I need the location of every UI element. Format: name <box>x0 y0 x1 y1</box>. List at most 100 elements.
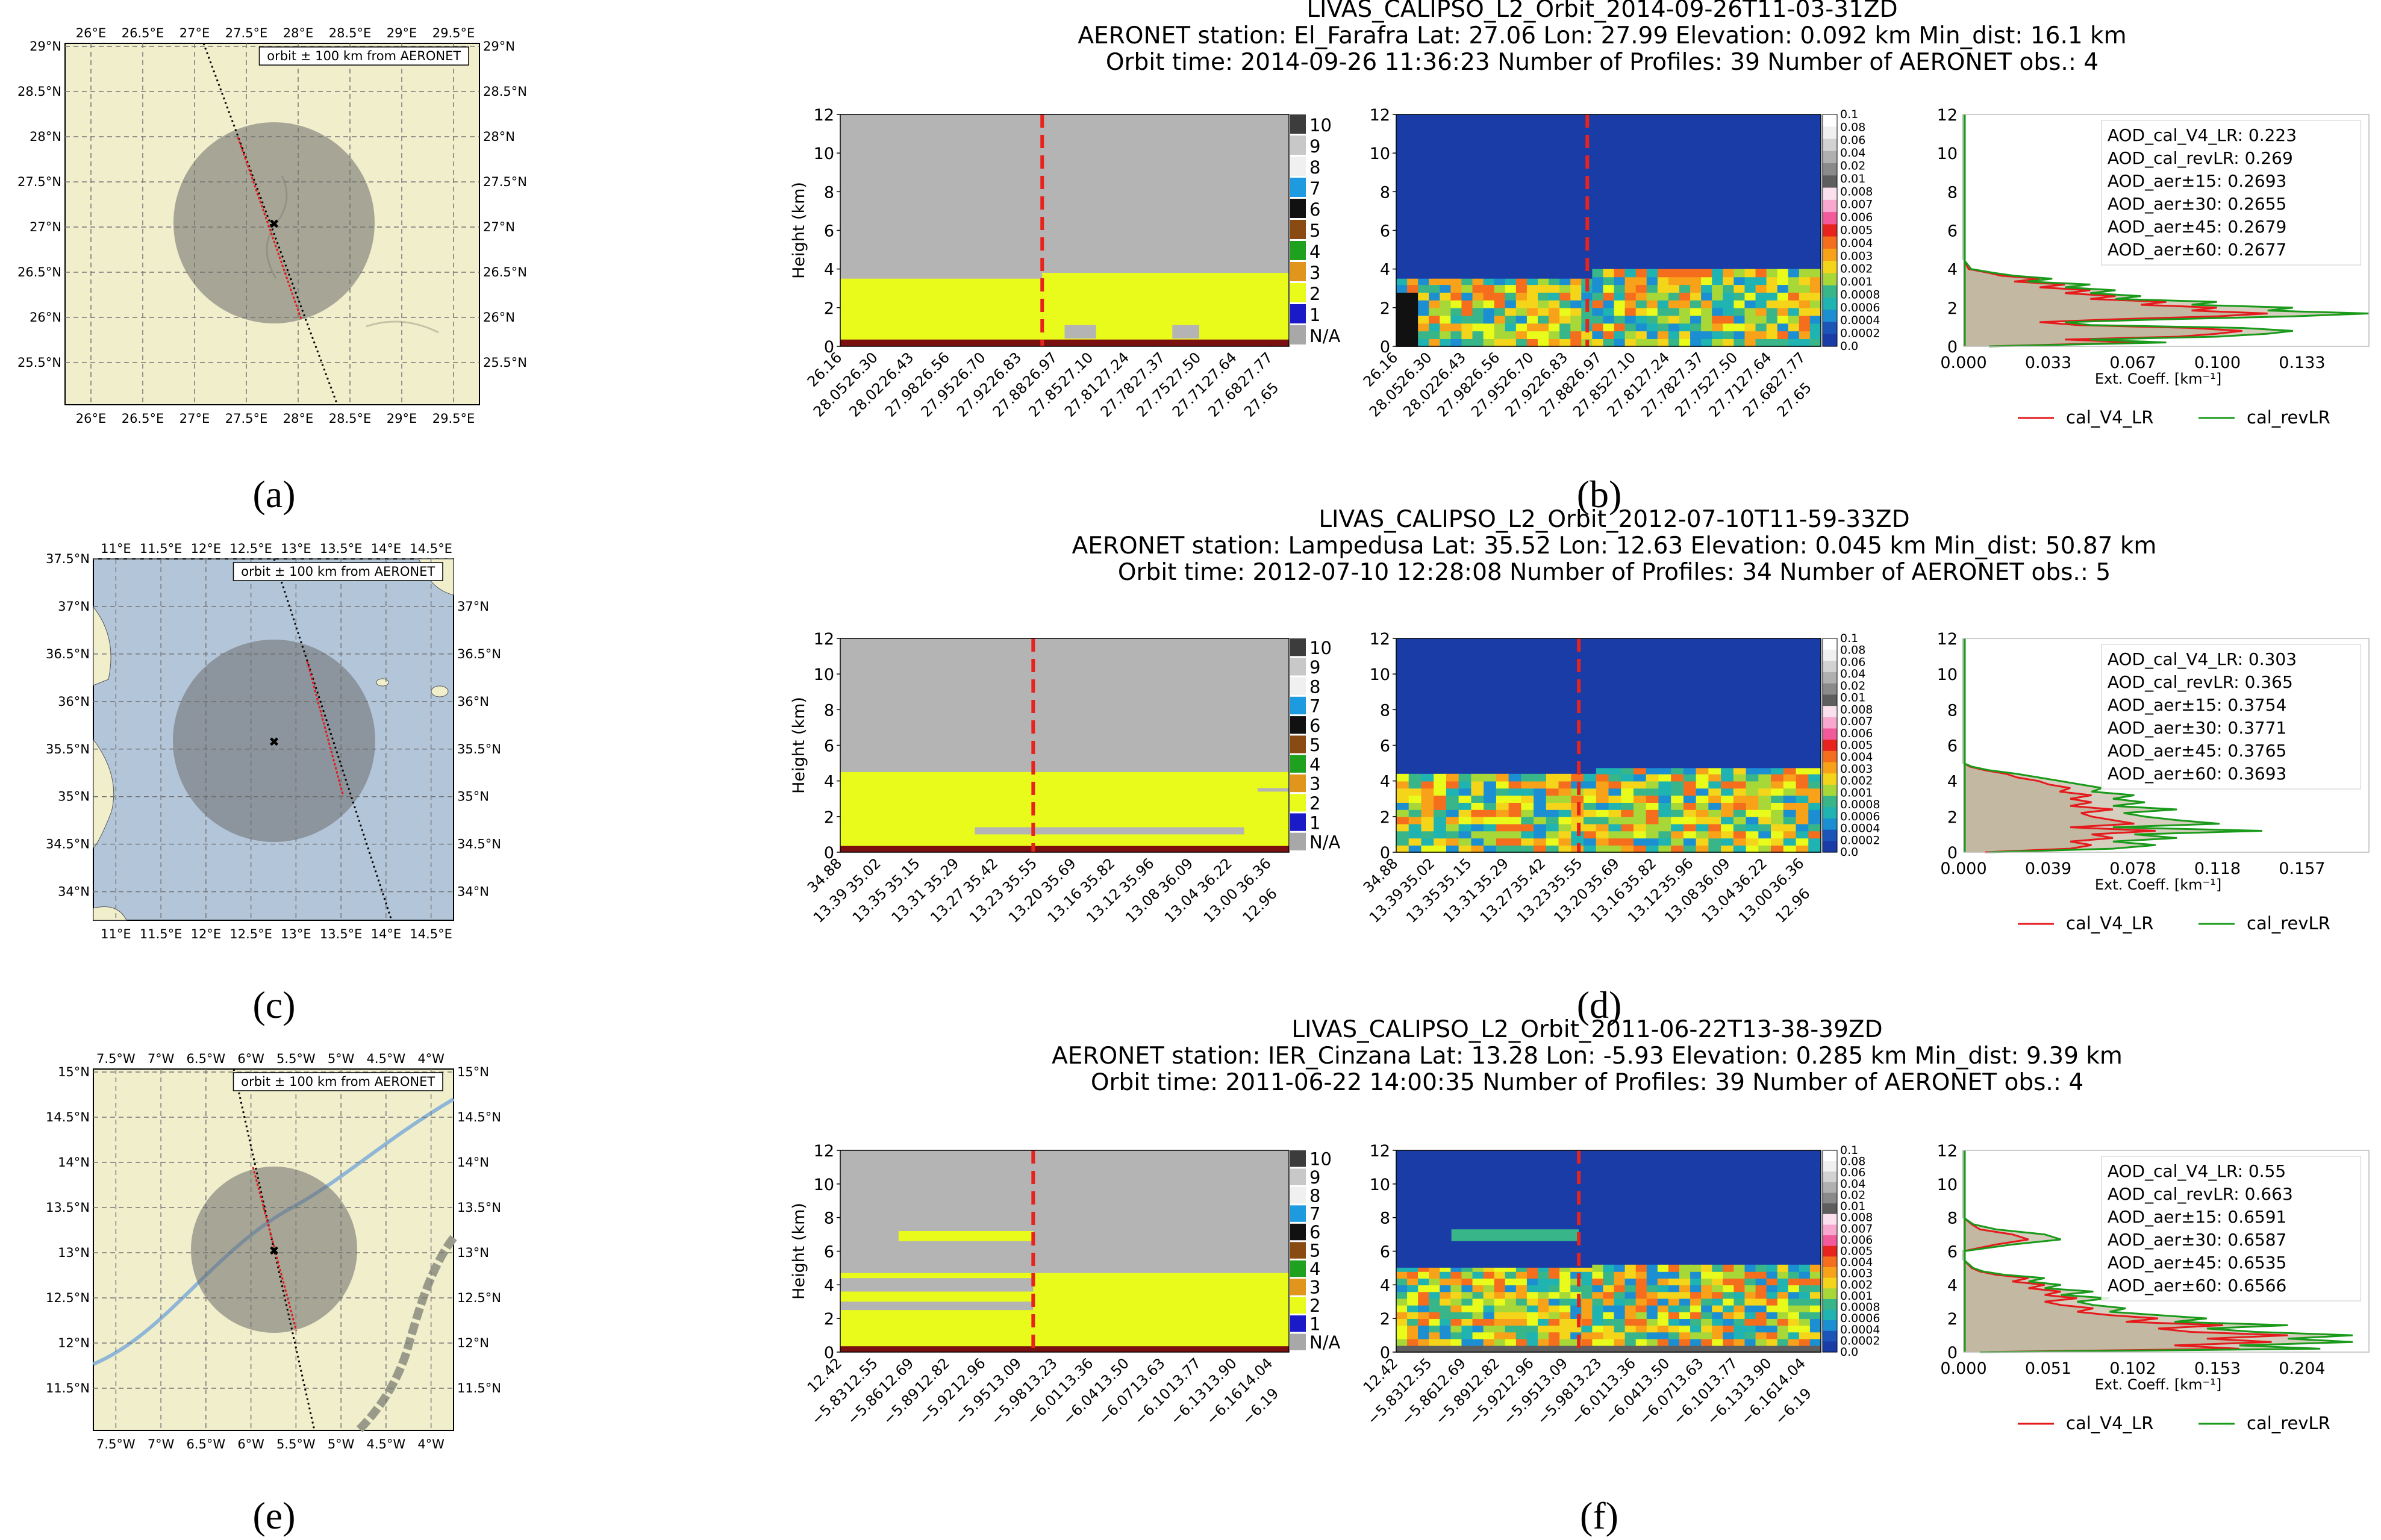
y-tick: 0 <box>1380 338 1390 357</box>
ext-cell <box>1440 278 1452 285</box>
class-legend-label: 7 <box>1309 178 1320 199</box>
ext-cell <box>1471 838 1484 846</box>
ext-cell <box>1668 1332 1680 1339</box>
ext-cell <box>1635 1264 1647 1272</box>
ext-cell <box>1646 1318 1658 1326</box>
colorbar-label: 0.006 <box>1840 727 1873 740</box>
ext-cell <box>1596 773 1609 782</box>
map-panel-c: 11°E11°E11.5°E11.5°E12°E12°E12.5°E12.5°E… <box>46 541 501 941</box>
ext-cell <box>1521 838 1534 846</box>
tunisia-coast-south <box>93 738 114 849</box>
ext-cell <box>1483 323 1495 332</box>
ext-cell <box>1799 1325 1811 1333</box>
colorbar-label: 0.0008 <box>1840 1301 1880 1314</box>
ext-cell <box>1758 802 1771 810</box>
ext-cell <box>1671 831 1684 839</box>
ext-cell <box>1723 1305 1735 1312</box>
ext-cell <box>1723 1345 1735 1353</box>
map-lat-tick-left: 27.5°N <box>17 175 61 189</box>
y-axis-label: Height (km) <box>790 1203 808 1300</box>
ext-cell <box>1505 1305 1517 1312</box>
x-tick: 0.033 <box>2025 354 2071 372</box>
ext-cell <box>1690 307 1702 316</box>
ext-cell <box>1450 1278 1462 1286</box>
ext-cell <box>1461 307 1473 316</box>
ext-cell <box>1712 1278 1724 1286</box>
map-lon-tick-bottom: 26.5°E <box>122 411 164 426</box>
ext-cell <box>1538 323 1549 332</box>
class-legend-label: 10 <box>1309 115 1332 136</box>
ext-cell <box>1690 1325 1702 1333</box>
ext-cell <box>1496 816 1509 825</box>
ext-cell <box>1526 300 1538 308</box>
colorbar-segment <box>1823 322 1837 335</box>
ext-cell <box>1549 1345 1560 1353</box>
ext-cell <box>1515 1291 1528 1299</box>
class-legend-label: 5 <box>1309 1241 1320 1261</box>
ext-cell <box>1696 802 1709 810</box>
class-legend-swatch <box>1290 157 1306 176</box>
ext-cell <box>1658 845 1671 853</box>
ext-cell <box>1721 781 1734 789</box>
colorbar-segment <box>1823 672 1837 684</box>
y-tick: 12 <box>814 1142 834 1161</box>
ext-cell <box>1799 1264 1811 1272</box>
ext-cell <box>1581 1312 1593 1319</box>
x-axis-label: Ext. Coeff. [km⁻¹] <box>2095 1376 2221 1393</box>
ext-cell <box>1396 1285 1408 1292</box>
ext-cell <box>1614 1332 1626 1339</box>
ext-cell <box>1668 269 1680 278</box>
ext-cell <box>1683 845 1697 853</box>
ext-cell <box>1671 773 1684 782</box>
ext-cell <box>1657 307 1669 316</box>
ext-cell <box>1668 300 1680 308</box>
ext-cell <box>1461 284 1473 293</box>
colorbar-segment <box>1823 273 1837 286</box>
ext-cell <box>1549 1312 1560 1319</box>
ext-cell <box>1429 1298 1441 1306</box>
ext-cell <box>1471 816 1484 825</box>
legend-label: cal_revLR <box>2247 407 2330 428</box>
ext-cell <box>1570 300 1582 308</box>
map-lat-tick-right: 13.5°N <box>457 1200 501 1215</box>
colorbar-segment <box>1823 175 1837 189</box>
ext-cell <box>1744 1332 1756 1339</box>
ext-cell <box>1696 809 1709 817</box>
ext-cell <box>1592 315 1604 324</box>
ext-cell <box>1546 773 1559 782</box>
ext-cell <box>1484 773 1497 782</box>
ext-cell <box>1407 1305 1418 1312</box>
ext-cell <box>1396 845 1409 853</box>
ext-cell <box>1771 816 1784 825</box>
ext-cell <box>1744 323 1756 332</box>
island-malta <box>431 685 449 697</box>
ext-cell <box>1515 1271 1528 1279</box>
ext-cell <box>1808 831 1821 839</box>
ext-cell <box>1418 323 1430 332</box>
y-tick: 6 <box>824 222 834 241</box>
ext-cell <box>1796 788 1809 796</box>
ext-cell <box>1571 795 1584 803</box>
ext-cell <box>1809 1291 1821 1299</box>
ext-cell <box>1494 1332 1506 1339</box>
ext-cell <box>1646 816 1659 825</box>
y-tick: 2 <box>1947 1310 1958 1329</box>
ext-cell <box>1484 816 1497 825</box>
ext-cell <box>1592 1305 1604 1312</box>
colorbar-label: 0.002 <box>1840 1278 1873 1291</box>
map-lat-tick-right: 36°N <box>457 694 489 709</box>
ext-cell <box>1646 788 1659 796</box>
ext-cell <box>1603 323 1615 332</box>
ext-cell <box>1766 1291 1778 1299</box>
profile-envelope <box>1964 114 2268 346</box>
ext-cell <box>1712 331 1724 339</box>
ext-cell <box>1526 323 1538 332</box>
ext-cell <box>1646 1298 1658 1306</box>
ext-cell <box>1671 795 1684 803</box>
ext-cell <box>1461 1332 1473 1339</box>
ext-cell <box>1581 331 1593 339</box>
ext-cell <box>1657 1285 1669 1292</box>
ext-cell <box>1624 1318 1637 1326</box>
ext-cell <box>1733 1332 1746 1339</box>
colorbar-label: 0.06 <box>1840 1166 1865 1179</box>
